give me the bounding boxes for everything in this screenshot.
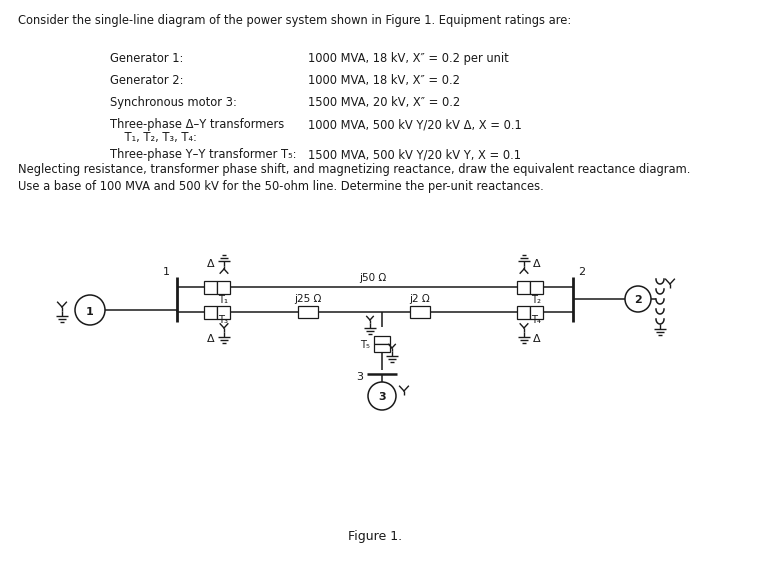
Text: Synchronous motor 3:: Synchronous motor 3: <box>110 96 237 109</box>
Bar <box>517 306 530 319</box>
Text: 3: 3 <box>378 392 386 402</box>
Text: T₃: T₃ <box>218 315 228 325</box>
Text: 1: 1 <box>163 267 170 277</box>
Text: j2 Ω: j2 Ω <box>410 294 431 304</box>
Bar <box>410 306 430 318</box>
Text: T₁: T₁ <box>218 295 228 305</box>
Text: 1000 MVA, 18 kV, X″ = 0.2: 1000 MVA, 18 kV, X″ = 0.2 <box>308 74 460 87</box>
Circle shape <box>75 295 105 325</box>
Text: Three-phase Y–Y transformer T₅:: Three-phase Y–Y transformer T₅: <box>110 148 297 161</box>
Text: Use a base of 100 MVA and 500 kV for the 50-ohm line. Determine the per-unit rea: Use a base of 100 MVA and 500 kV for the… <box>18 180 544 193</box>
Circle shape <box>368 382 396 410</box>
Bar <box>298 306 318 318</box>
Text: j50 Ω: j50 Ω <box>359 273 387 283</box>
Text: 1500 MVA, 500 kV Y/20 kV Y, X = 0.1: 1500 MVA, 500 kV Y/20 kV Y, X = 0.1 <box>308 148 521 161</box>
Text: Three-phase Δ–Y transformers: Three-phase Δ–Y transformers <box>110 118 285 131</box>
Text: Figure 1.: Figure 1. <box>348 530 402 543</box>
Text: Δ: Δ <box>533 259 541 269</box>
Text: Δ: Δ <box>533 334 541 344</box>
Text: Consider the single-line diagram of the power system shown in Figure 1. Equipmen: Consider the single-line diagram of the … <box>18 14 571 27</box>
Bar <box>204 280 217 293</box>
Bar <box>530 280 543 293</box>
Bar <box>517 280 530 293</box>
Text: Neglecting resistance, transformer phase shift, and magnetizing reactance, draw : Neglecting resistance, transformer phase… <box>18 163 691 176</box>
Text: Δ: Δ <box>207 259 215 269</box>
Text: 3: 3 <box>356 372 363 382</box>
Bar <box>217 306 230 319</box>
Text: Δ: Δ <box>207 334 215 344</box>
Bar <box>530 306 543 319</box>
Text: 1000 MVA, 500 kV Y/20 kV Δ, X = 0.1: 1000 MVA, 500 kV Y/20 kV Δ, X = 0.1 <box>308 118 521 131</box>
Text: 2: 2 <box>634 295 642 305</box>
Text: Generator 2:: Generator 2: <box>110 74 184 87</box>
Text: Generator 1:: Generator 1: <box>110 52 183 65</box>
Text: 1: 1 <box>86 307 94 317</box>
Bar <box>204 306 217 319</box>
Text: j25 Ω: j25 Ω <box>295 294 321 304</box>
Text: T₅: T₅ <box>360 340 370 350</box>
Bar <box>374 344 390 352</box>
Text: T₂: T₂ <box>531 295 541 305</box>
Text: 2: 2 <box>578 267 585 277</box>
Bar <box>217 280 230 293</box>
Bar <box>374 336 390 344</box>
Text: 1000 MVA, 18 kV, X″ = 0.2 per unit: 1000 MVA, 18 kV, X″ = 0.2 per unit <box>308 52 509 65</box>
Text: T₁, T₂, T₃, T₄:: T₁, T₂, T₃, T₄: <box>110 131 197 144</box>
Text: 1500 MVA, 20 kV, X″ = 0.2: 1500 MVA, 20 kV, X″ = 0.2 <box>308 96 461 109</box>
Text: T₄: T₄ <box>531 315 541 325</box>
Circle shape <box>625 286 651 312</box>
